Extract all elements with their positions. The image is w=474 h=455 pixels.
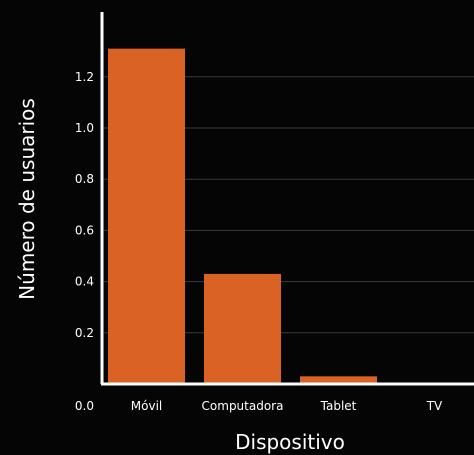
y-tick-label: 0.2 xyxy=(75,326,94,340)
bars xyxy=(108,48,377,384)
bar-0 xyxy=(108,48,185,384)
y-tick-label: 0.6 xyxy=(75,223,94,237)
x-tick-label: Computadora xyxy=(202,399,284,413)
x-tick-label: Móvil xyxy=(131,399,162,413)
x-tick-label: TV xyxy=(426,399,443,413)
x-tick-label: Tablet xyxy=(320,399,357,413)
y-tick-label: 0.0 xyxy=(75,399,94,413)
y-axis-title: Número de usuarios xyxy=(15,98,39,300)
y-tick-label: 1.0 xyxy=(75,121,94,135)
y-tick-label: 0.4 xyxy=(75,275,94,289)
y-tick-label: 0.8 xyxy=(75,172,94,186)
x-axis-title: Dispositivo xyxy=(235,430,345,454)
bar-2 xyxy=(300,376,377,384)
y-tick-labels: 0.0 0.2 0.4 0.6 0.8 1.0 1.2 xyxy=(75,70,94,413)
bar-1 xyxy=(204,273,281,384)
x-tick-labels: Móvil Computadora Tablet TV xyxy=(131,399,443,413)
y-tick-label: 1.2 xyxy=(75,70,94,84)
axes xyxy=(100,12,474,386)
